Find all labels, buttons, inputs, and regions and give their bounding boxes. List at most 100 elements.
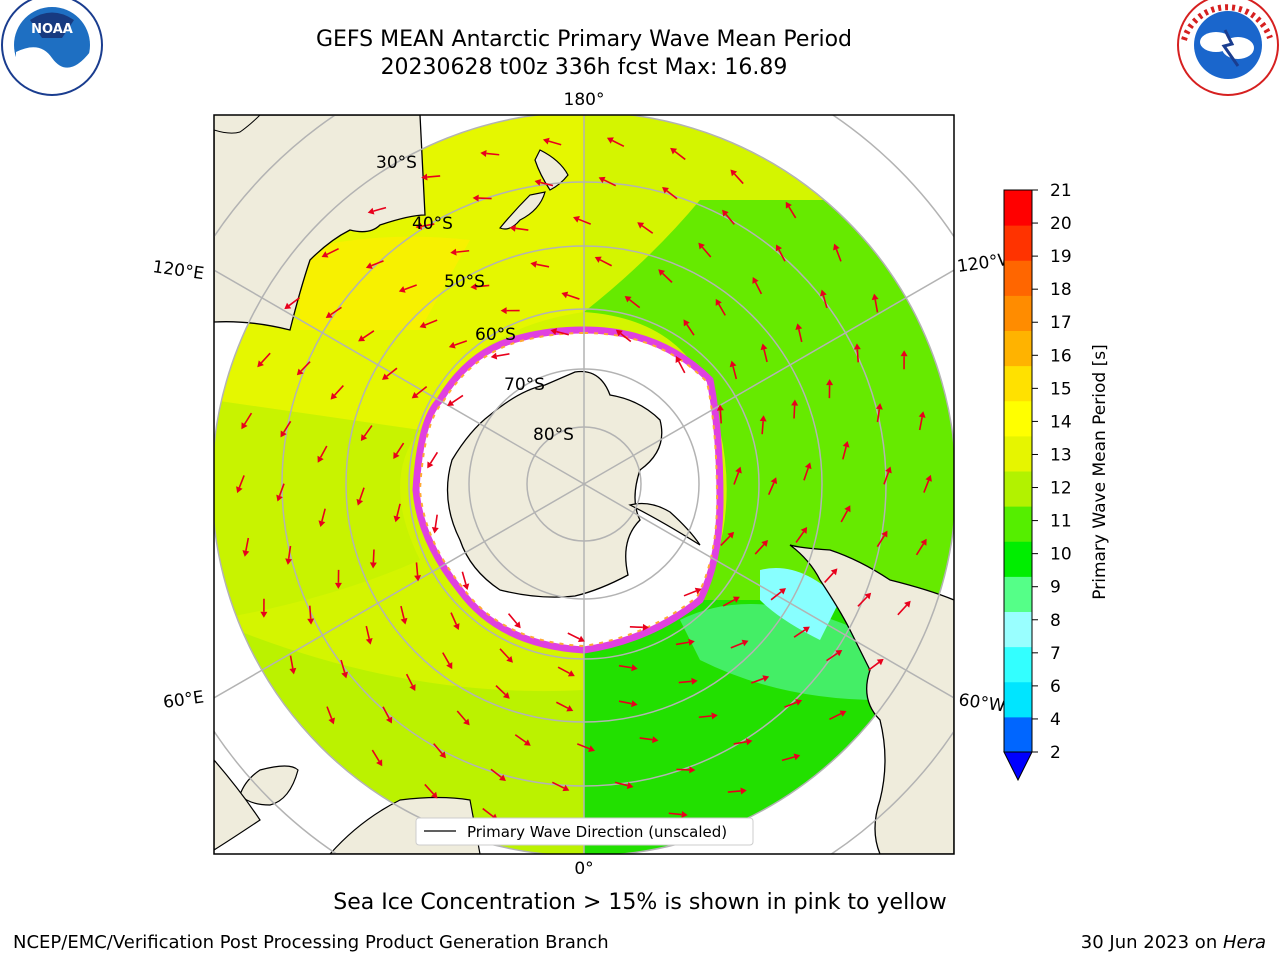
wave-arrow-shaft xyxy=(243,412,253,425)
lon-label-0: 0° xyxy=(574,859,593,879)
wave-arrow-head xyxy=(523,739,531,746)
wave-arrow-shaft xyxy=(289,655,294,669)
wave-arrow-shaft xyxy=(732,366,738,380)
wave-arrow-shaft xyxy=(733,472,740,485)
wave-arrow-head xyxy=(732,596,740,603)
wave-arrow-shaft xyxy=(371,749,380,762)
wave-arrow-head xyxy=(606,137,614,144)
colorbar-segment xyxy=(1004,225,1032,261)
wave-arrow-shaft xyxy=(482,807,494,818)
wave-arrow-shaft xyxy=(551,781,565,789)
wave-arrow-head xyxy=(588,745,595,752)
wave-arrow-shaft xyxy=(456,249,470,253)
footer-credit: NCEP/EMC/Verification Post Processing Pr… xyxy=(13,932,609,953)
wave-arrow-shaft xyxy=(288,297,301,307)
wave-arrow-head xyxy=(514,621,521,629)
colorbar-tick-label: 17 xyxy=(1050,313,1072,333)
noaa-logo-text: NOAA xyxy=(31,22,73,37)
wave-arrow-head xyxy=(876,658,884,666)
colorbar-segment xyxy=(1004,435,1032,472)
wave-arrow-head xyxy=(393,452,400,460)
wave-arrow-shaft xyxy=(396,503,401,517)
wave-arrow-head xyxy=(683,319,690,327)
wave-arrow-shaft xyxy=(763,349,768,363)
wave-arrow-head xyxy=(652,736,659,744)
wave-arrow-head xyxy=(360,434,368,442)
wave-arrow-head xyxy=(842,440,850,448)
wave-arrow-head xyxy=(745,738,753,746)
wave-arrow-shaft xyxy=(260,352,271,364)
wave-arrow-shaft xyxy=(278,483,285,497)
wave-arrow-shaft xyxy=(826,652,838,662)
wave-arrow-shaft xyxy=(415,386,428,396)
wave-arrow-shaft xyxy=(536,263,550,268)
wave-arrow-head xyxy=(775,244,783,252)
wave-arrow-shaft xyxy=(666,190,678,200)
wave-arrow-shaft xyxy=(719,410,723,424)
colorbar-tick-label: 8 xyxy=(1050,611,1061,631)
wave-arrow-shaft xyxy=(486,152,500,156)
wave-arrow-shaft xyxy=(359,487,365,501)
wave-arrow-head xyxy=(500,307,507,315)
wave-arrow-head xyxy=(624,296,632,303)
wave-arrow-shaft xyxy=(788,206,797,219)
wave-arrow-shaft xyxy=(733,740,747,745)
wave-arrow-head xyxy=(393,515,401,523)
colorbar-segment xyxy=(1004,295,1032,331)
wave-arrow-shaft xyxy=(829,712,842,721)
wave-arrow-shaft xyxy=(400,605,405,619)
wave-arrow-head xyxy=(844,505,851,513)
wave-arrow-shaft xyxy=(767,482,775,496)
colorbar-segment xyxy=(1004,400,1032,437)
wave-arrow-shaft xyxy=(321,508,326,522)
wave-arrow-head xyxy=(431,527,439,534)
wave-arrow-shaft xyxy=(283,420,292,433)
wave-arrow-shaft xyxy=(326,247,339,256)
wave-arrow-shaft xyxy=(427,175,441,178)
colorbar-segment xyxy=(1004,681,1032,718)
wave-arrow-shaft xyxy=(620,332,632,343)
wave-arrow-shaft xyxy=(599,259,613,267)
wave-arrow-head xyxy=(421,173,428,181)
wave-arrow-shaft xyxy=(730,642,744,649)
colorbar-tick-label: 15 xyxy=(1050,379,1072,399)
colorbar-tick-label: 2 xyxy=(1050,743,1061,763)
colorbar-tick-label: 14 xyxy=(1050,412,1072,432)
wave-arrow-shaft xyxy=(373,206,387,212)
wave-arrow-head xyxy=(853,343,861,350)
wave-arrow-shaft xyxy=(803,467,809,481)
wave-arrow-shaft xyxy=(405,673,414,687)
wave-arrow-head xyxy=(675,356,682,363)
wave-arrow-shaft xyxy=(718,303,726,316)
wave-arrow-head xyxy=(795,699,803,706)
wave-arrow-shaft xyxy=(797,329,803,343)
wave-arrow-shaft xyxy=(326,706,333,720)
wave-arrow-head xyxy=(307,618,315,625)
wave-arrow-head xyxy=(534,179,542,186)
wave-arrow-shaft xyxy=(404,284,417,291)
wave-arrow-shaft xyxy=(372,549,375,563)
wave-arrow-head xyxy=(365,262,373,269)
lat-label-50s: 50°S xyxy=(444,272,485,292)
wave-arrow-shaft xyxy=(857,596,868,607)
wave-arrow-head xyxy=(658,269,666,276)
wave-arrow-head xyxy=(242,550,250,557)
wave-arrow-head xyxy=(881,530,888,538)
wave-arrow-shaft xyxy=(515,227,529,231)
wave-arrow-shaft xyxy=(677,360,686,374)
wave-arrow-shaft xyxy=(883,471,890,485)
wave-arrow-head xyxy=(382,373,389,380)
wave-arrow-shaft xyxy=(733,173,744,185)
wave-arrow-shaft xyxy=(754,281,763,295)
wave-arrow-head xyxy=(502,692,510,699)
wave-arrow-head xyxy=(729,360,737,368)
noaa-logo: NOAA xyxy=(1,0,103,96)
wave-arrow-shaft xyxy=(761,421,764,435)
wave-arrow-shaft xyxy=(576,743,590,750)
wave-arrow-shaft xyxy=(395,442,405,455)
chart-title-line2: 20230628 t00z 336h fcst Max: 16.89 xyxy=(380,55,788,80)
wave-arrow-head xyxy=(642,623,649,631)
wave-arrow-head xyxy=(793,753,801,761)
wave-arrow-head xyxy=(819,289,827,297)
wave-arrow-shaft xyxy=(824,572,834,583)
